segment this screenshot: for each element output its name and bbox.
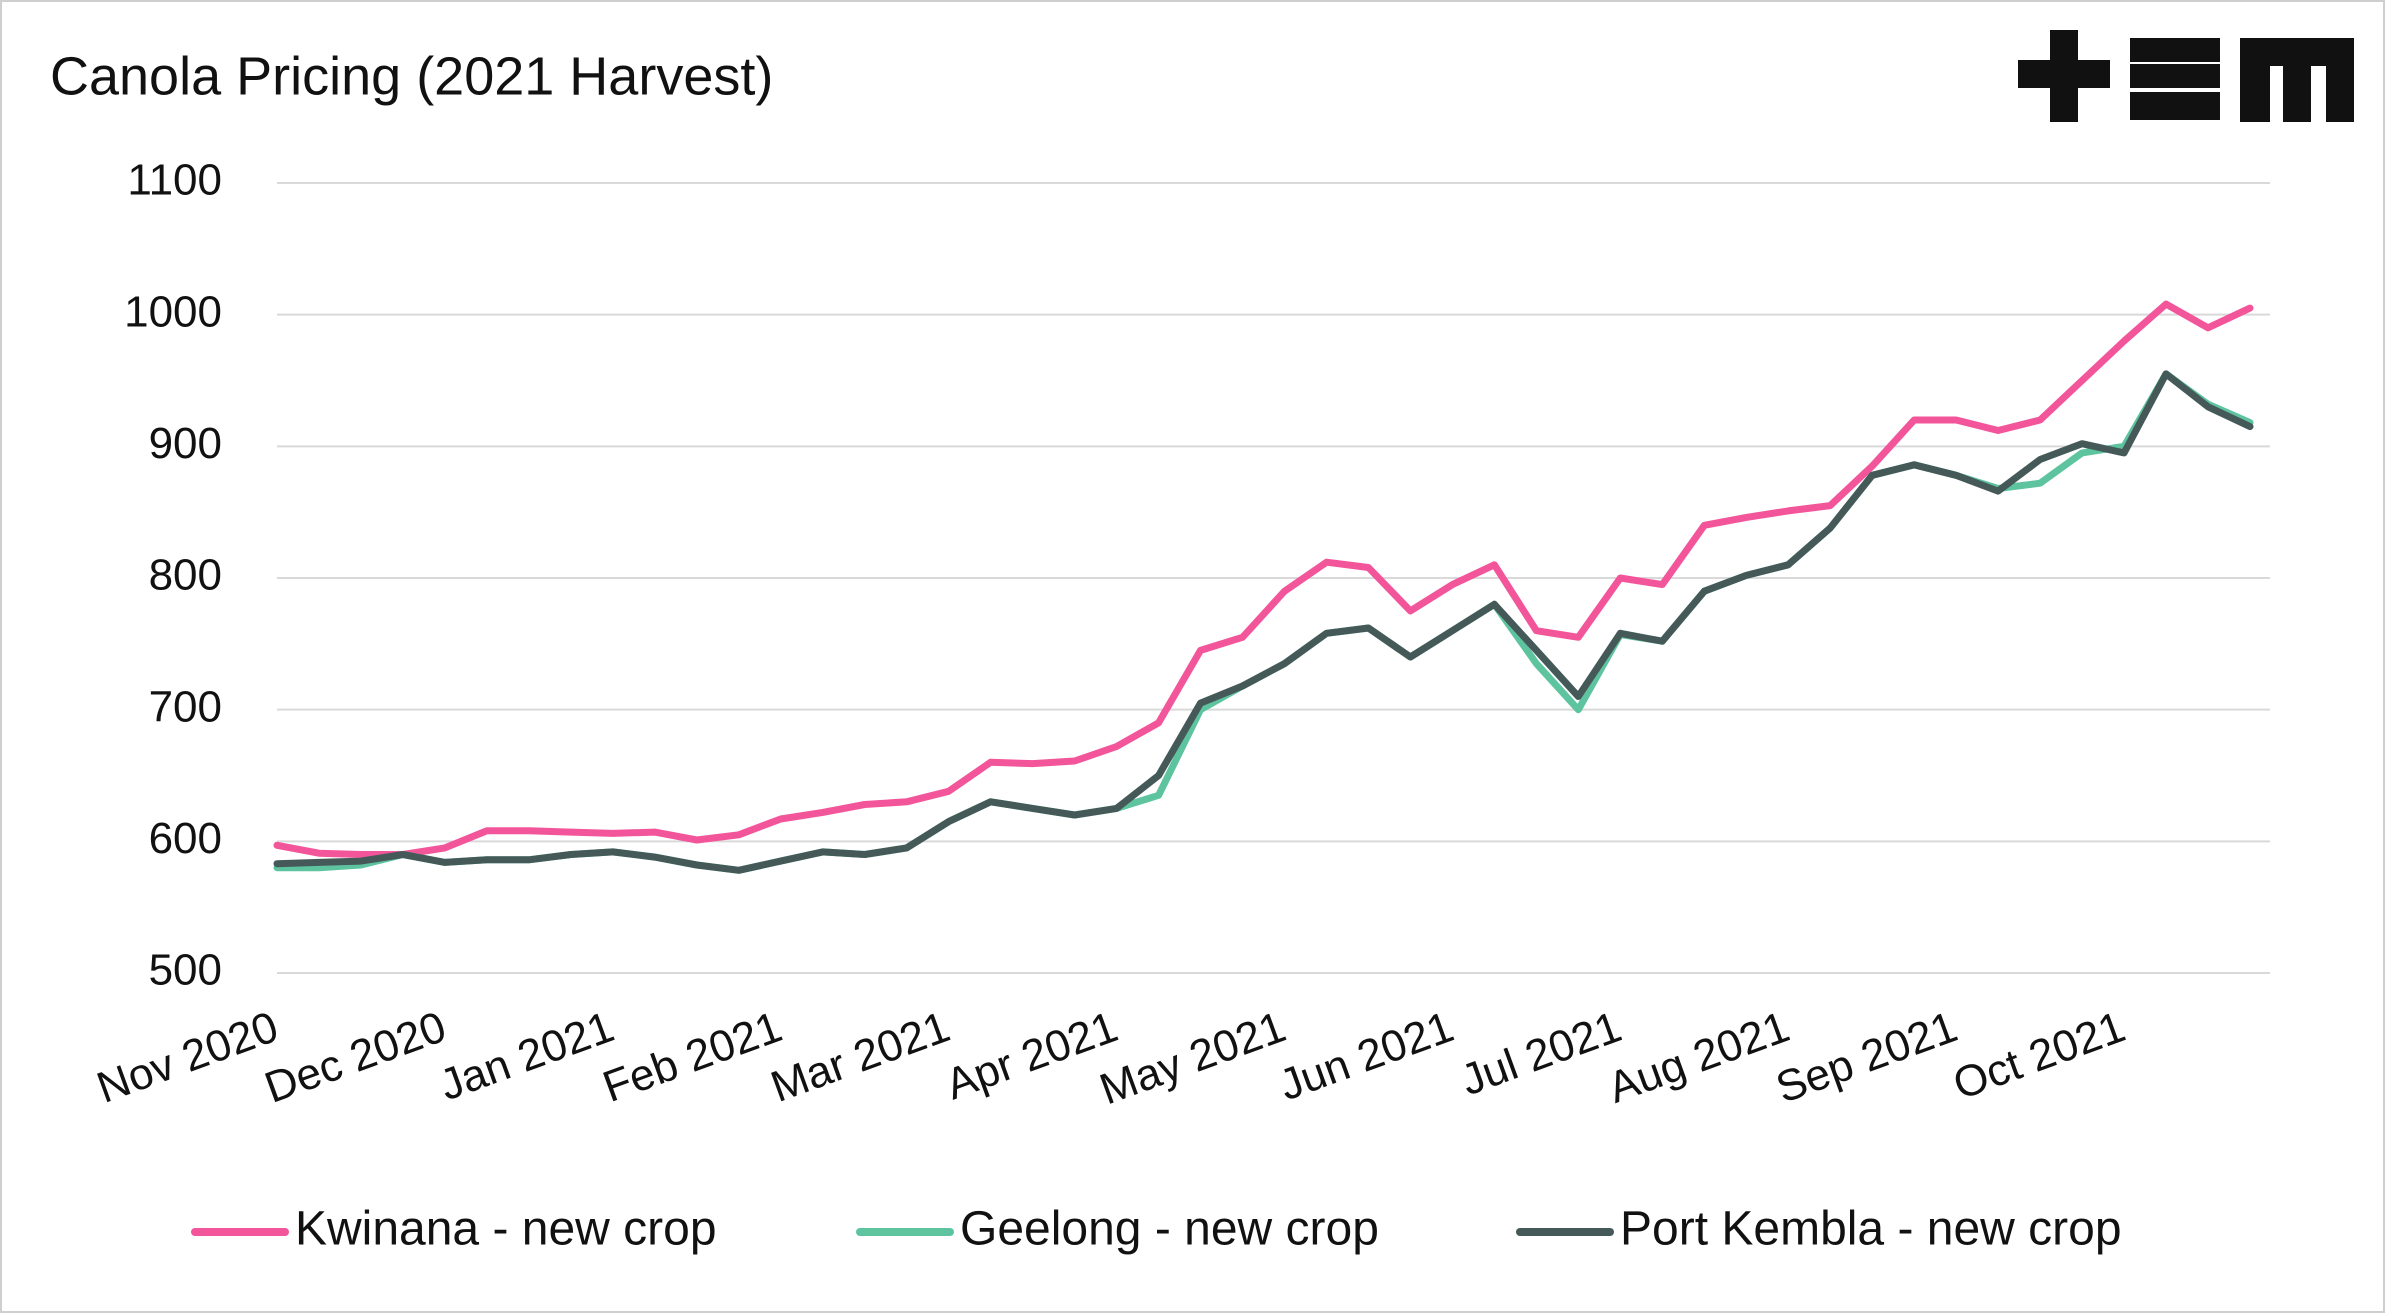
y-tick-label: 600 [149, 814, 222, 863]
series-line [273, 370, 2254, 874]
y-tick-label: 1000 [124, 287, 222, 336]
y-tick-label: 700 [149, 682, 222, 731]
chart-title: Canola Pricing (2021 Harvest) [50, 46, 773, 106]
y-tick-label: 800 [149, 551, 222, 600]
legend-label: Port Kembla - new crop [1620, 1203, 2122, 1256]
y-tick-label: 1100 [127, 156, 222, 205]
y-tick-label: 500 [149, 946, 222, 995]
series-line [273, 300, 2254, 858]
y-tick-label: 900 [149, 419, 222, 468]
legend-label: Geelong - new crop [960, 1203, 1379, 1256]
logo [2018, 30, 2354, 122]
legend-label: Kwinana - new crop [295, 1203, 717, 1256]
